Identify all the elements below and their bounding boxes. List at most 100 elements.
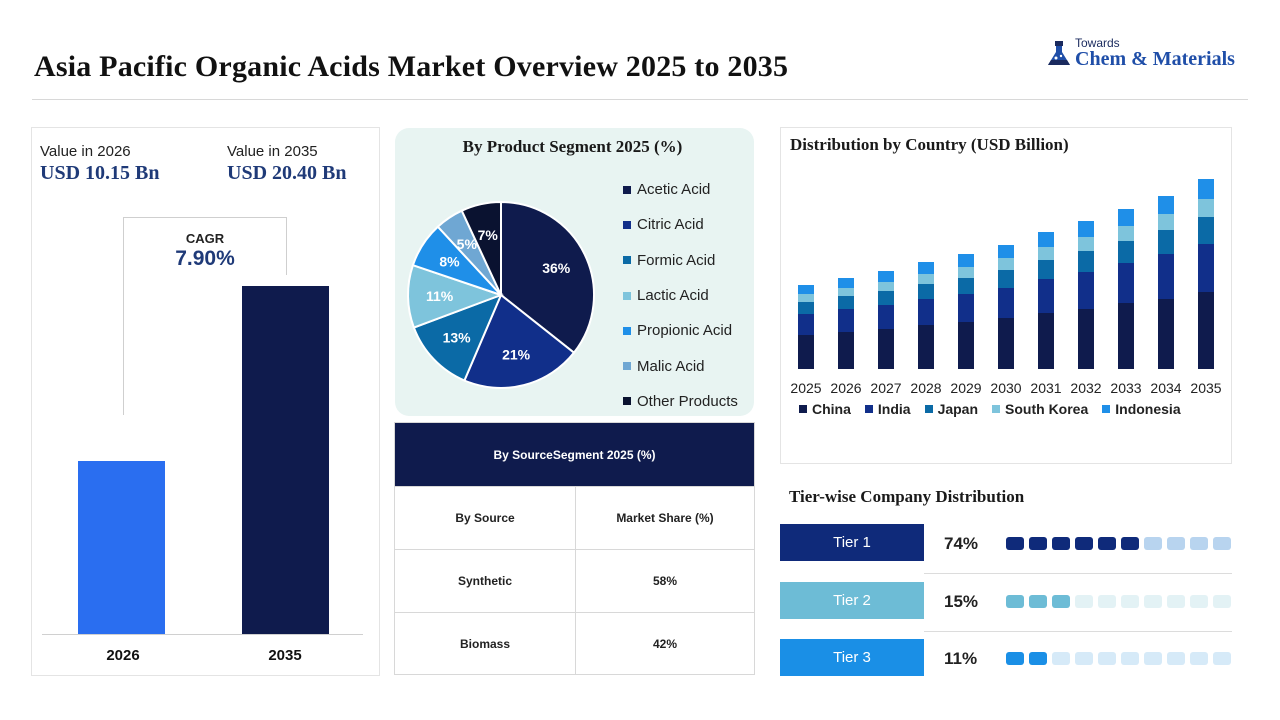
value-2026: USD 10.15 Bn bbox=[40, 162, 160, 184]
bar-2026 bbox=[78, 460, 165, 634]
x-tick-label: 2029 bbox=[950, 380, 981, 396]
legend-swatch bbox=[864, 405, 873, 413]
legend-label: Indonesia bbox=[1115, 401, 1181, 417]
legend-swatch bbox=[1102, 405, 1111, 413]
tier-divider bbox=[924, 573, 1232, 574]
pie-legend-item: Formic Acid bbox=[623, 243, 738, 278]
country-chart-title: Distribution by Country (USD Billion) bbox=[790, 135, 1069, 154]
x-tick-label: 2034 bbox=[1150, 380, 1181, 396]
pie-legend-item: Citric Acid bbox=[623, 207, 738, 242]
pie-data-label: 7% bbox=[478, 227, 499, 243]
meter-dot-filled bbox=[1121, 537, 1139, 550]
legend-swatch bbox=[623, 397, 631, 406]
country-legend-item: Indonesia bbox=[1102, 401, 1181, 417]
legend-swatch bbox=[623, 220, 631, 229]
stacked-bar-indonesia bbox=[998, 245, 1014, 258]
legend-swatch bbox=[992, 405, 1001, 413]
legend-swatch bbox=[623, 362, 631, 371]
stacked-bar-china bbox=[958, 322, 974, 369]
stacked-bar-indonesia bbox=[1038, 232, 1054, 247]
stacked-bar-indonesia bbox=[1078, 221, 1094, 237]
product-segment-panel: 36% 21% 13% 11% 8% 5% 7% By Product Segment 20… bbox=[395, 128, 754, 416]
legend-swatch bbox=[623, 326, 631, 335]
meter-dot-filled bbox=[1052, 537, 1070, 550]
logo-tagline: Towards bbox=[1075, 36, 1120, 50]
meter-dot-empty bbox=[1144, 652, 1162, 665]
meter-dot-empty bbox=[1190, 595, 1208, 608]
meter-dot-empty bbox=[1052, 652, 1070, 665]
bar-label-2035: 2035 bbox=[268, 647, 302, 664]
pie-legend-item: Other Products bbox=[623, 384, 738, 416]
stacked-bar-south-korea bbox=[918, 274, 934, 284]
source-table-title: By SourceSegment 2025 (%) bbox=[395, 423, 754, 486]
stacked-bar-indonesia bbox=[838, 278, 854, 288]
tier-row: Tier 2 15% bbox=[780, 582, 1232, 640]
x-tick-label: 2027 bbox=[870, 380, 901, 396]
stacked-bar-india bbox=[878, 305, 894, 329]
table-cell-share: 58% bbox=[575, 549, 755, 612]
meter-dot-empty bbox=[1167, 537, 1185, 550]
legend-label: China bbox=[812, 401, 851, 417]
flask-icon bbox=[1048, 41, 1070, 65]
table-cell-source: Synthetic bbox=[395, 549, 575, 612]
stacked-bar-south-korea bbox=[1198, 199, 1214, 217]
meter-dot-empty bbox=[1167, 652, 1185, 665]
stacked-bar-japan bbox=[878, 291, 894, 305]
pie-legend-item: Acetic Acid bbox=[623, 172, 738, 207]
country-legend: China India Japan South Korea Indonesia bbox=[799, 401, 1181, 417]
legend-swatch bbox=[623, 256, 631, 265]
stacked-bar-china bbox=[918, 325, 934, 369]
tier-row: Tier 1 74% bbox=[780, 524, 1232, 582]
stacked-bar-india bbox=[838, 309, 854, 332]
stacked-bar-india bbox=[918, 299, 934, 325]
tier-dot-meter bbox=[1006, 652, 1231, 665]
legend-swatch bbox=[623, 291, 631, 300]
tier-section-title: Tier-wise Company Distribution bbox=[789, 487, 1025, 506]
tier-percentage: 15% bbox=[944, 592, 979, 611]
x-tick-label: 2025 bbox=[790, 380, 821, 396]
legend-label: Propionic Acid bbox=[637, 322, 733, 340]
source-segment-table: By SourceSegment 2025 (%) By Source Mark… bbox=[394, 422, 755, 675]
stacked-bar-south-korea bbox=[798, 294, 814, 302]
x-tick-label: 2033 bbox=[1110, 380, 1141, 396]
stacked-bar-indonesia bbox=[1118, 209, 1134, 226]
meter-dot-filled bbox=[1006, 537, 1024, 550]
page-title: Asia Pacific Organic Acids Market Overvi… bbox=[34, 50, 789, 83]
meter-dot-empty bbox=[1144, 537, 1162, 550]
legend-label: Other Products bbox=[637, 392, 738, 410]
meter-dot-empty bbox=[1213, 595, 1231, 608]
pie-data-label: 8% bbox=[439, 254, 460, 270]
stacked-bar-japan bbox=[838, 296, 854, 309]
legend-label: Malic Acid bbox=[637, 357, 705, 375]
table-divider bbox=[575, 486, 576, 675]
brand-logo[interactable]: Towards Chem & Materials bbox=[1044, 36, 1254, 72]
value-2026-label: Value in 2026 bbox=[40, 143, 131, 160]
stacked-bar-indonesia bbox=[878, 271, 894, 282]
country-stacked-bar-chart: 2025 2026 2027 2028 2029 2030 2031 2032 2033 2034… bbox=[790, 179, 1222, 396]
stacked-bar-china bbox=[1158, 299, 1174, 369]
stacked-bar-india bbox=[1158, 254, 1174, 299]
meter-dot-empty bbox=[1121, 652, 1139, 665]
tier-dot-meter bbox=[1006, 537, 1231, 550]
stacked-bar-japan bbox=[1038, 260, 1054, 279]
logo-name: Chem & Materials bbox=[1075, 48, 1235, 70]
stacked-bar-india bbox=[1078, 272, 1094, 309]
pie-legend-item: Malic Acid bbox=[623, 348, 738, 383]
tier-percentage: 11% bbox=[944, 649, 978, 668]
meter-dot-empty bbox=[1190, 652, 1208, 665]
stacked-bar-indonesia bbox=[1198, 179, 1214, 199]
chart-baseline bbox=[42, 634, 363, 635]
meter-dot-empty bbox=[1213, 652, 1231, 665]
country-legend-item: Japan bbox=[924, 401, 978, 417]
stacked-bar-india bbox=[798, 314, 814, 335]
stacked-bar-india bbox=[958, 294, 974, 322]
tier-label: Tier 3 bbox=[780, 639, 924, 676]
country-legend-item: India bbox=[864, 401, 911, 417]
stacked-bar-south-korea bbox=[1078, 237, 1094, 251]
pie-legend-item: Propionic Acid bbox=[623, 313, 738, 348]
stacked-bar-china bbox=[1198, 292, 1214, 369]
pie-data-label: 11% bbox=[426, 288, 454, 304]
stacked-bar-india bbox=[1118, 263, 1134, 303]
legend-label: South Korea bbox=[1005, 401, 1089, 417]
legend-label: Lactic Acid bbox=[637, 287, 709, 305]
